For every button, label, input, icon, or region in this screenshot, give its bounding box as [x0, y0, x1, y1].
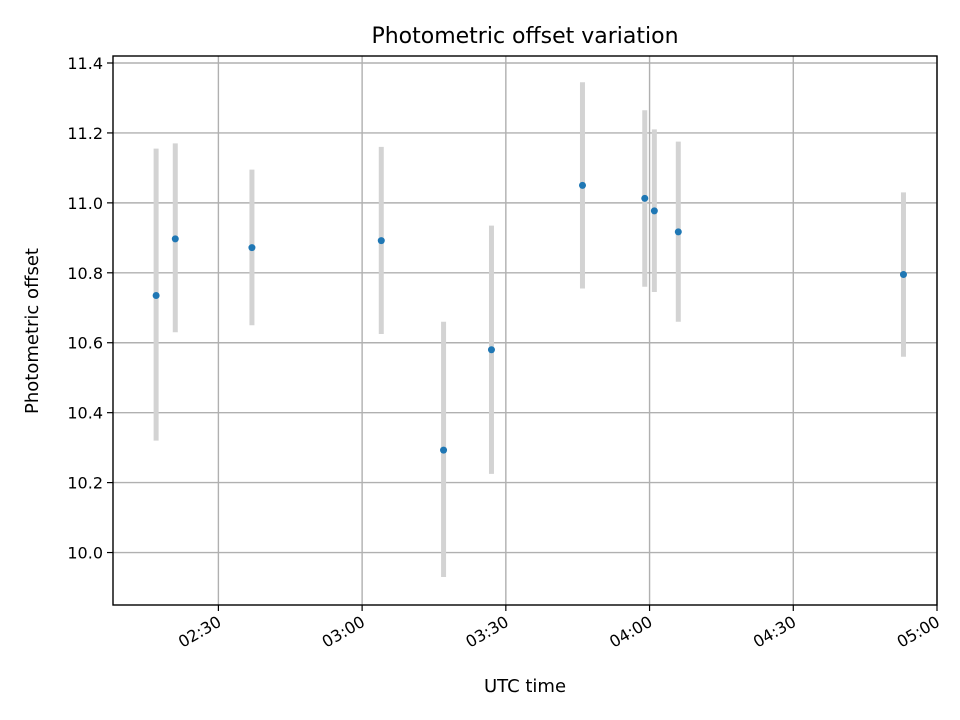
- y-tick-label: 10.6: [67, 334, 103, 353]
- grid: [113, 56, 938, 605]
- data-point: [248, 244, 256, 252]
- x-tick-label: 05:00: [894, 612, 943, 652]
- x-tick-label: 04:30: [750, 612, 799, 652]
- data-point: [899, 271, 907, 279]
- error-bars: [153, 82, 906, 578]
- x-tick-label: 03:00: [319, 612, 368, 652]
- x-axis-label: UTC time: [484, 676, 566, 697]
- data-point: [487, 346, 495, 354]
- y-tick-label: 11.0: [67, 194, 103, 213]
- data-point: [578, 181, 586, 189]
- data-points: [152, 181, 907, 454]
- chart-title: Photometric offset variation: [371, 24, 678, 49]
- y-tick-label: 10.4: [67, 404, 103, 423]
- y-tick-label: 11.4: [67, 54, 103, 73]
- y-axis-label: Photometric offset: [22, 248, 43, 414]
- data-point: [650, 207, 658, 215]
- x-axis-ticks: 02:30 03:00 03:30 04:00 04:30 05:00: [175, 605, 943, 652]
- plot-frame: [112, 55, 938, 606]
- x-tick-label: 03:30: [462, 612, 511, 652]
- x-tick-label: 02:30: [175, 612, 224, 652]
- y-tick-label: 10.0: [67, 544, 103, 563]
- x-tick-label: 04:00: [606, 612, 655, 652]
- data-point: [440, 446, 448, 454]
- y-tick-label: 10.8: [67, 264, 103, 283]
- data-point: [641, 194, 649, 202]
- data-point: [171, 235, 179, 243]
- data-point: [152, 292, 160, 300]
- y-tick-label: 10.2: [67, 474, 103, 493]
- y-tick-label: 11.2: [67, 124, 103, 143]
- y-axis-ticks: 10.0 10.2 10.4 10.6 10.8 11.0 11.2 11.4: [67, 54, 113, 563]
- data-point: [674, 228, 682, 236]
- data-point: [377, 237, 385, 245]
